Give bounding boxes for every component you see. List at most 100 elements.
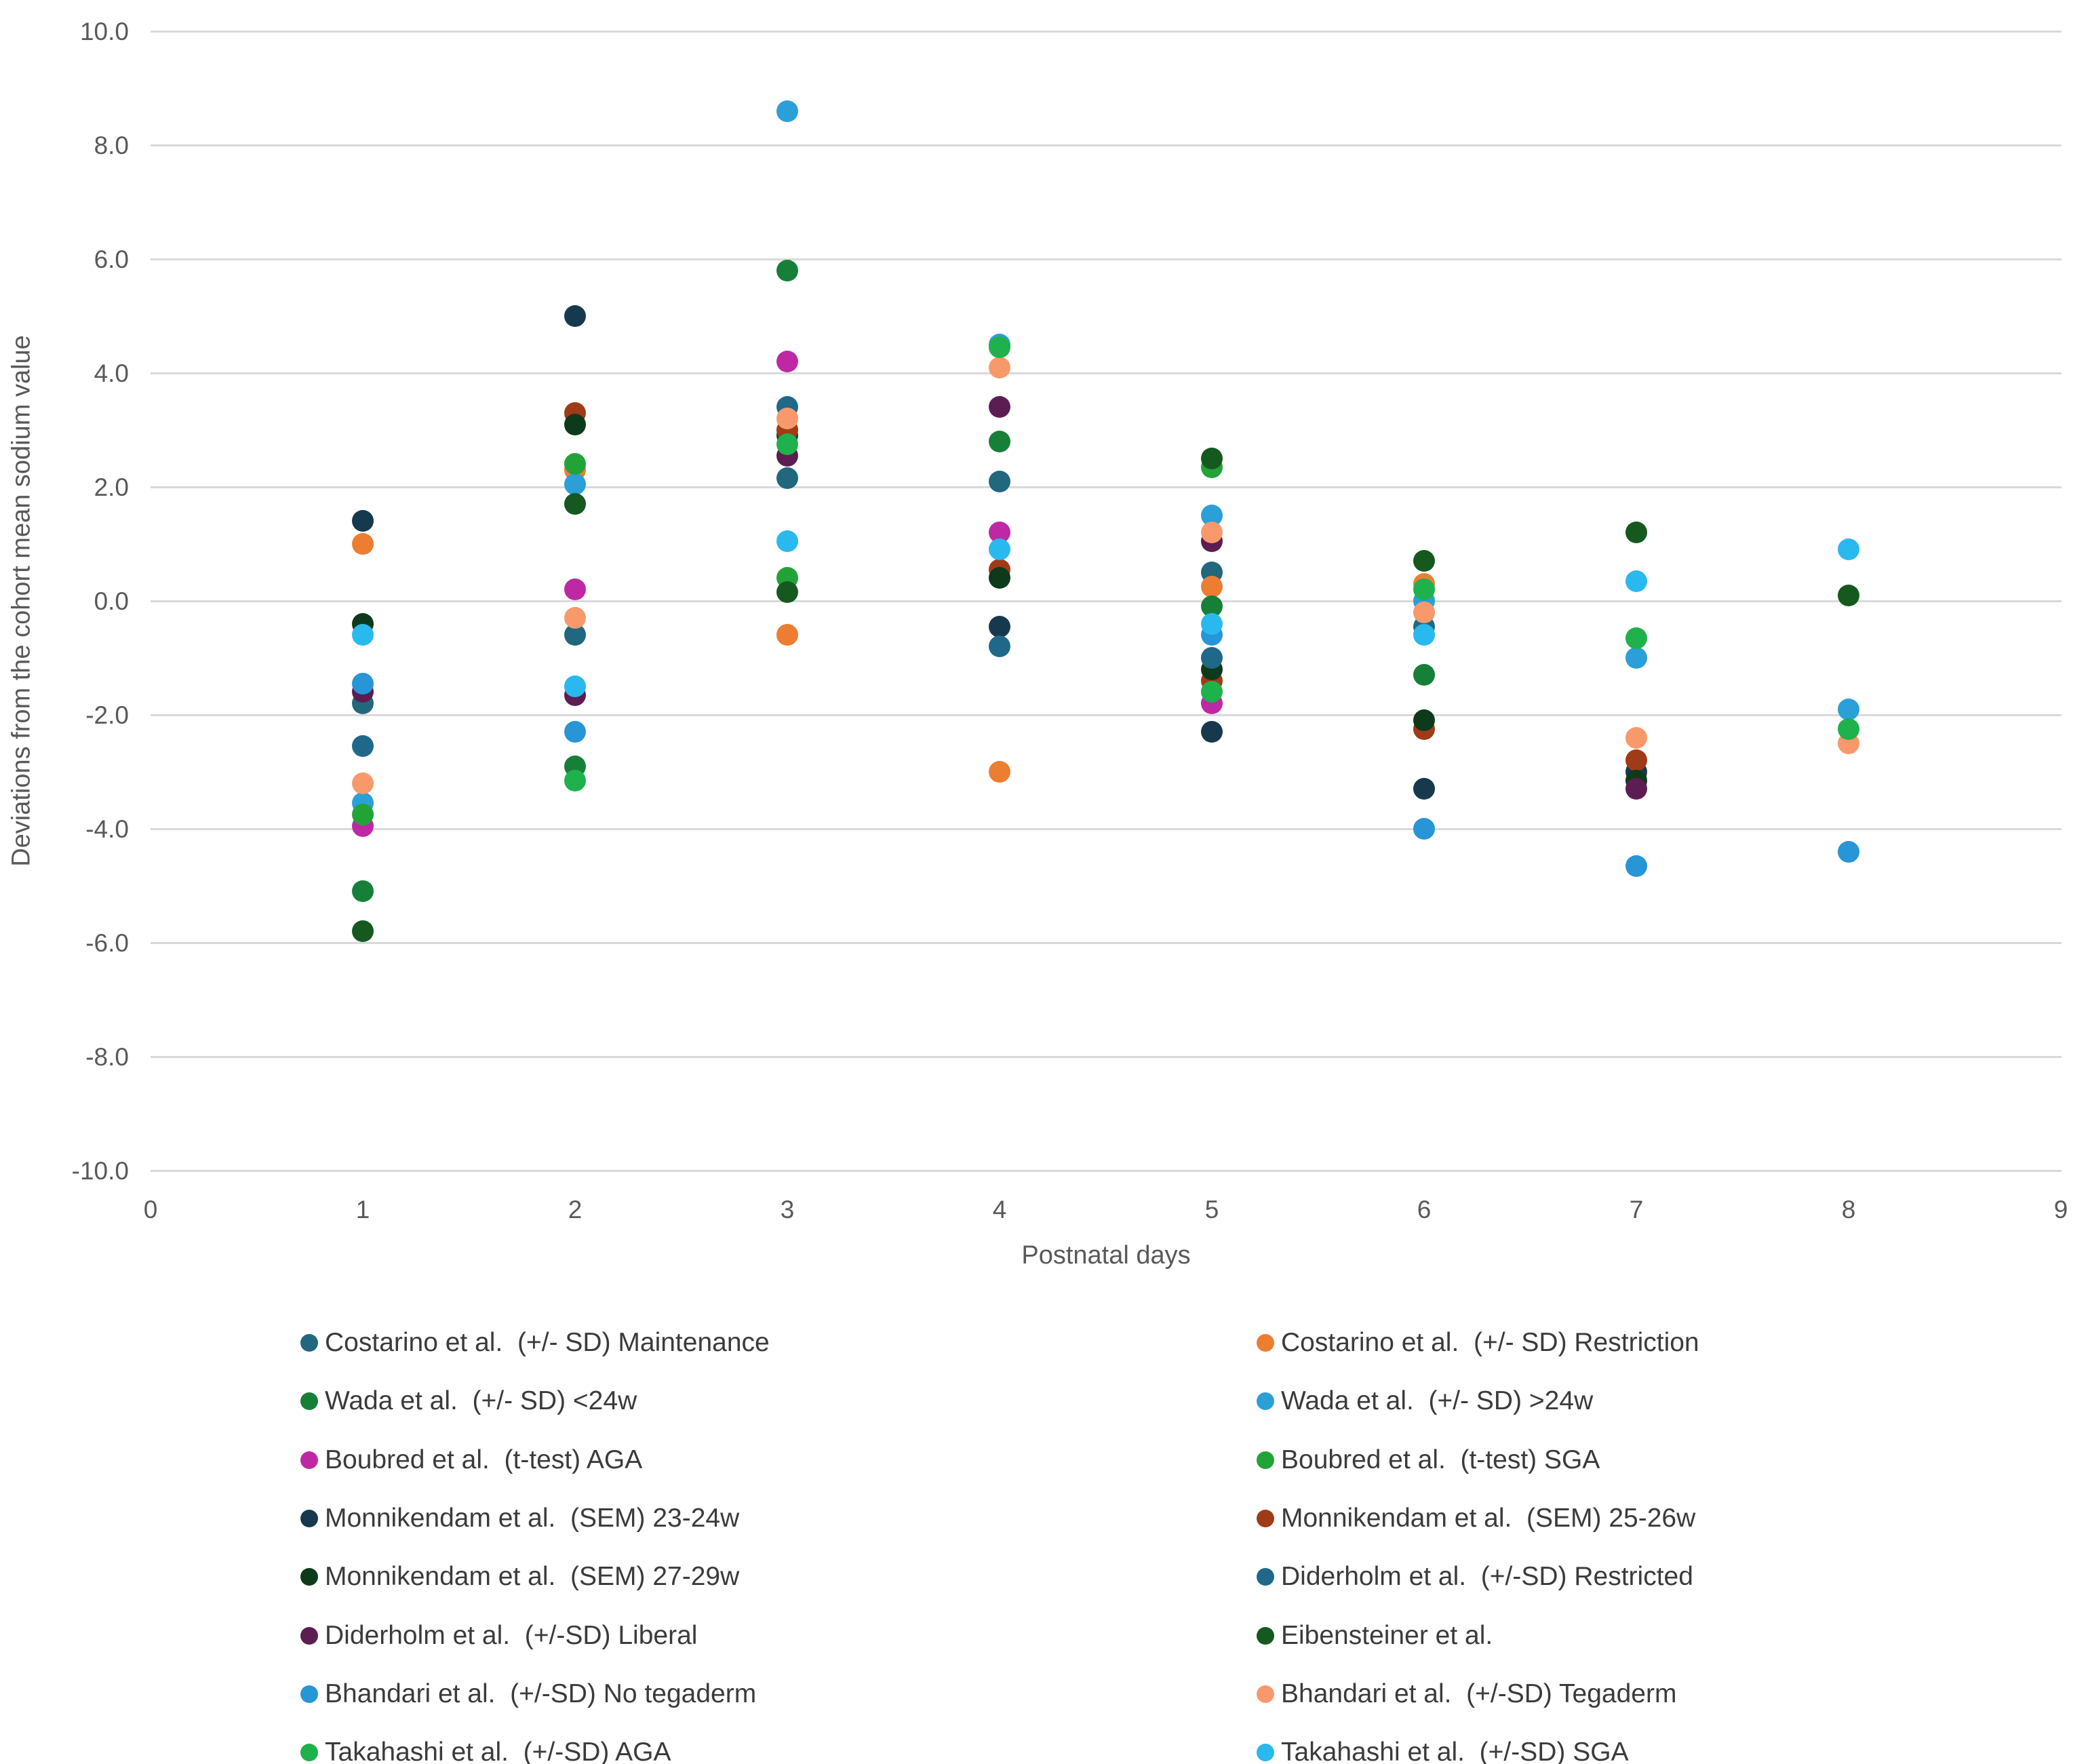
data-point: [989, 356, 1010, 378]
data-point: [564, 493, 586, 515]
data-point: [1201, 647, 1223, 669]
data-point: [989, 470, 1010, 492]
legend-label: Diderholm et al. (+/-SD) Liberal: [325, 1621, 698, 1650]
gridline-y--4.0: [151, 828, 2062, 830]
y-tick-label: 2.0: [94, 473, 129, 501]
data-point: [564, 721, 586, 743]
data-point: [1625, 749, 1647, 772]
data-point: [352, 772, 374, 794]
data-point: [989, 430, 1010, 452]
x-tick-label: 8: [1841, 1196, 1856, 1223]
y-tick-label: 4.0: [94, 359, 129, 387]
data-point: [1625, 726, 1647, 749]
data-point: [352, 624, 374, 646]
x-tick-label: 2: [568, 1196, 583, 1223]
data-point: [352, 880, 374, 903]
legend-label: Boubred et al. (t-test) AGA: [325, 1445, 643, 1474]
legend-label: Boubred et al. (t-test) SGA: [1281, 1445, 1600, 1474]
legend-swatch-icon: [300, 1509, 318, 1527]
legend-swatch-icon: [300, 1392, 318, 1410]
legend-label: Takahashi et al. (+/-SD) AGA: [325, 1738, 671, 1764]
legend-label: Monnikendam et al. (SEM) 27-29w: [325, 1562, 740, 1591]
legend-item: Bhandari et al. (+/-SD) No tegaderm: [300, 1681, 756, 1707]
data-point: [776, 259, 798, 281]
data-point: [1201, 448, 1223, 469]
data-point: [1413, 601, 1435, 623]
y-tick-label: 6.0: [94, 246, 129, 273]
legend-swatch-icon: [300, 1451, 318, 1469]
data-point: [352, 510, 374, 532]
data-point: [1201, 681, 1223, 703]
data-point: [776, 351, 798, 373]
gridline-y--6.0: [151, 942, 2062, 944]
legend-swatch-icon: [1257, 1451, 1274, 1469]
legend-label: Diderholm et al. (+/-SD) Restricted: [1281, 1562, 1693, 1591]
y-tick-label: -4.0: [85, 815, 129, 843]
data-point: [776, 408, 798, 430]
y-tick-label: -2.0: [85, 701, 129, 729]
data-point: [1201, 576, 1223, 597]
x-tick-label: 9: [2053, 1196, 2068, 1223]
data-point: [989, 761, 1010, 783]
legend-item: Monnikendam et al. (SEM) 27-29w: [300, 1563, 739, 1590]
gridline-y--2.0: [151, 714, 2062, 716]
data-point: [564, 769, 586, 791]
legend-label: Monnikendam et al. (SEM) 25-26w: [1281, 1504, 1696, 1533]
legend-item: Costarino et al. (+/- SD) Restriction: [1257, 1329, 1699, 1356]
legend-item: Bhandari et al. (+/-SD) Tegaderm: [1257, 1681, 1676, 1707]
data-point: [352, 533, 374, 555]
data-point: [564, 675, 586, 697]
legend-label: Takahashi et al. (+/-SD) SGA: [1281, 1738, 1629, 1764]
legend-item: Diderholm et al. (+/-SD) Liberal: [300, 1622, 697, 1649]
x-tick-label: 6: [1417, 1196, 1432, 1223]
data-point: [564, 473, 586, 495]
y-tick-label: 8.0: [94, 132, 129, 159]
gridline-y-2.0: [151, 486, 2062, 488]
legend-item: Takahashi et al. (+/-SD) SGA: [1257, 1739, 1629, 1764]
legend-label: Costarino et al. (+/- SD) Restriction: [1281, 1328, 1699, 1357]
gridline-y-4.0: [151, 372, 2062, 374]
gridline-y--10.0: [151, 1170, 2062, 1172]
x-tick-label: 1: [355, 1196, 370, 1223]
data-point: [776, 433, 798, 455]
legend-item: Boubred et al. (t-test) SGA: [1257, 1447, 1600, 1473]
data-point: [1625, 778, 1647, 800]
legend-item: Boubred et al. (t-test) AGA: [300, 1447, 642, 1473]
gridline-y-10.0: [151, 31, 2062, 33]
data-point: [1413, 550, 1435, 572]
data-point: [776, 530, 798, 552]
y-tick-label: 10.0: [79, 18, 129, 45]
data-point: [564, 305, 586, 327]
data-point: [776, 581, 798, 604]
y-tick-label: -10.0: [71, 1157, 129, 1185]
legend-swatch-icon: [300, 1743, 318, 1761]
data-point: [1625, 647, 1647, 669]
legend-swatch-icon: [300, 1567, 318, 1586]
data-point: [776, 467, 798, 490]
data-point: [1201, 721, 1223, 743]
legend-swatch-icon: [1257, 1743, 1274, 1761]
data-point: [989, 635, 1010, 658]
x-axis-title: Postnatal days: [1021, 1241, 1191, 1270]
x-tick-label: 0: [143, 1196, 158, 1223]
legend-label: Monnikendam et al. (SEM) 23-24w: [325, 1504, 740, 1533]
legend-label: Costarino et al. (+/- SD) Maintenance: [325, 1328, 770, 1357]
legend-label: Eibensteiner et al.: [1281, 1621, 1493, 1650]
data-point: [564, 453, 586, 475]
legend-item: Takahashi et al. (+/-SD) AGA: [300, 1739, 671, 1764]
data-point: [776, 624, 798, 646]
legend-swatch-icon: [1257, 1392, 1274, 1410]
legend-swatch-icon: [1257, 1333, 1274, 1352]
legend-item: Diderholm et al. (+/-SD) Restricted: [1257, 1563, 1693, 1590]
legend-item: Monnikendam et al. (SEM) 23-24w: [300, 1505, 739, 1531]
y-tick-label: 0.0: [94, 587, 129, 615]
legend-swatch-icon: [300, 1685, 318, 1703]
data-point: [1413, 624, 1435, 646]
data-point: [564, 413, 586, 435]
gridline-y-0.0: [151, 600, 2062, 602]
data-point: [1838, 840, 1859, 863]
data-point: [1201, 612, 1223, 635]
data-point: [352, 672, 374, 694]
data-point: [1625, 627, 1647, 649]
data-point: [1413, 778, 1435, 800]
